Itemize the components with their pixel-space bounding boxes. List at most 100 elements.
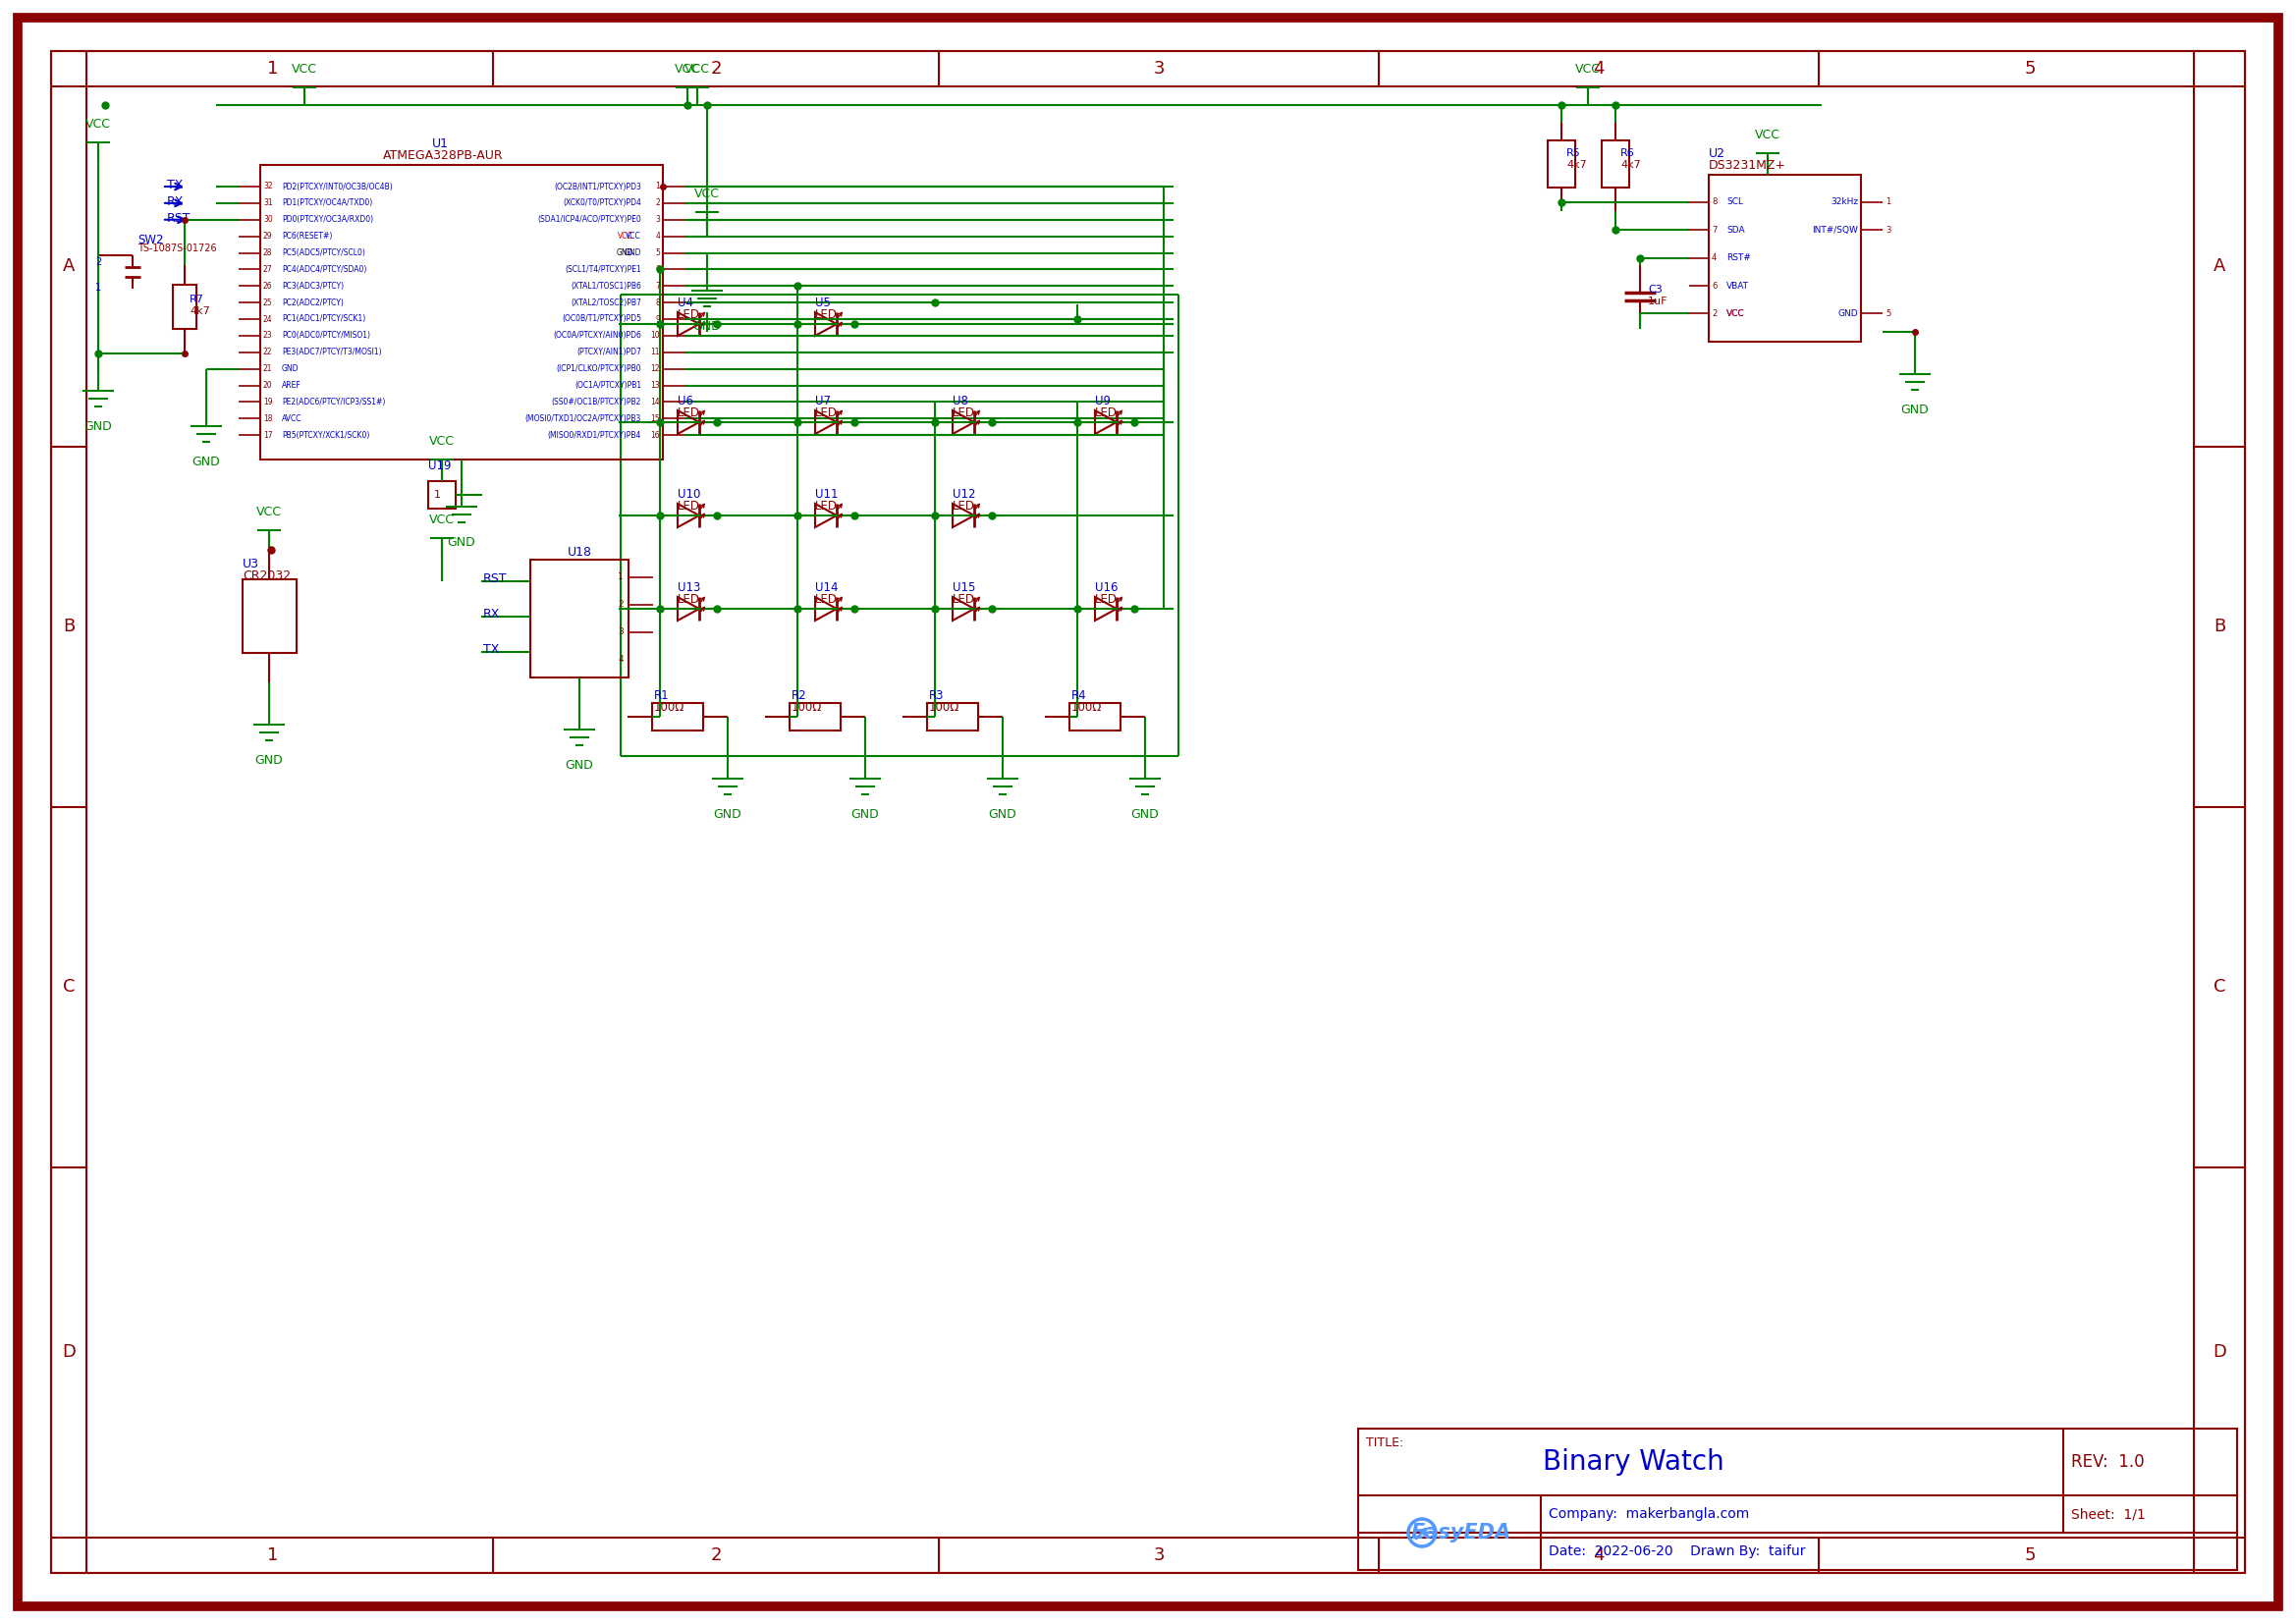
- Text: 4: 4: [1713, 253, 1717, 263]
- Text: 2: 2: [709, 60, 721, 78]
- Bar: [530, 560, 629, 677]
- Text: GND: GND: [1132, 809, 1159, 820]
- Text: 28: 28: [264, 248, 273, 257]
- Text: PE2(ADC6/PTCY/ICP3/SS1#): PE2(ADC6/PTCY/ICP3/SS1#): [282, 398, 386, 406]
- Text: 2: 2: [1713, 309, 1717, 318]
- Text: U2: U2: [1708, 148, 1724, 161]
- Text: TS-1087S-01726: TS-1087S-01726: [138, 244, 216, 253]
- Bar: [1359, 1429, 2236, 1570]
- Text: VCC: VCC: [618, 232, 634, 240]
- Text: 100Ω: 100Ω: [654, 702, 684, 715]
- Text: (XTAL2/TOSC2)PB7: (XTAL2/TOSC2)PB7: [572, 299, 641, 307]
- Text: GND: GND: [282, 364, 298, 374]
- Text: 20: 20: [264, 382, 273, 390]
- Text: 29: 29: [264, 232, 273, 240]
- Text: R4: R4: [1072, 689, 1086, 702]
- Text: GND: GND: [1901, 403, 1929, 416]
- Text: 100Ω: 100Ω: [792, 702, 822, 715]
- Text: (MOSI0/TXD1/OC2A/PTCXY)PB3: (MOSI0/TXD1/OC2A/PTCXY)PB3: [526, 414, 641, 422]
- Text: R6: R6: [1621, 148, 1635, 158]
- Text: GND: GND: [85, 421, 113, 434]
- Text: VCC: VCC: [1727, 309, 1745, 318]
- Text: PC2(ADC2/PTCY): PC2(ADC2/PTCY): [282, 299, 344, 307]
- Text: 3: 3: [654, 216, 659, 224]
- Text: (OC1A/PTCXY)PB1: (OC1A/PTCXY)PB1: [574, 382, 641, 390]
- Text: TX: TX: [168, 179, 184, 192]
- Text: C: C: [2213, 978, 2225, 996]
- Text: 4: 4: [1593, 1546, 1605, 1564]
- Bar: [652, 703, 703, 731]
- Text: PC4(ADC4/PTCY/SDA0): PC4(ADC4/PTCY/SDA0): [282, 265, 367, 274]
- Text: 15: 15: [650, 414, 659, 422]
- Text: R7: R7: [191, 294, 204, 304]
- Text: 1uF: 1uF: [1649, 297, 1667, 307]
- Text: VCC: VCC: [85, 119, 110, 130]
- Text: (SS0#/OC1B/PTCXY)PB2: (SS0#/OC1B/PTCXY)PB2: [551, 398, 641, 406]
- Text: VCC: VCC: [1575, 63, 1600, 76]
- Text: 1: 1: [434, 490, 441, 500]
- Bar: [1548, 140, 1575, 187]
- Text: 8: 8: [1713, 198, 1717, 206]
- Text: LED: LED: [815, 309, 838, 322]
- Text: PD0(PTCXY/OC3A/RXD0): PD0(PTCXY/OC3A/RXD0): [282, 216, 374, 224]
- Text: VCC: VCC: [1727, 309, 1745, 318]
- Text: R3: R3: [930, 689, 944, 702]
- Text: LED: LED: [953, 593, 976, 606]
- Text: GND: GND: [565, 758, 595, 771]
- Text: GND: GND: [1837, 309, 1857, 318]
- Text: A: A: [62, 257, 76, 274]
- Text: B: B: [62, 617, 76, 635]
- Text: AVCC: AVCC: [282, 414, 303, 422]
- Text: GND: GND: [714, 809, 742, 820]
- Text: 4: 4: [618, 656, 625, 664]
- Text: GND: GND: [693, 320, 721, 333]
- Text: PD2(PTCXY/INT0/OC3B/OC4B): PD2(PTCXY/INT0/OC3B/OC4B): [282, 182, 393, 192]
- Text: RST: RST: [482, 572, 507, 585]
- Text: 25: 25: [264, 299, 273, 307]
- Text: (OC0B/T1/PTCXY)PD5: (OC0B/T1/PTCXY)PD5: [563, 315, 641, 323]
- Text: 5: 5: [1885, 309, 1890, 318]
- Text: 17: 17: [264, 430, 273, 440]
- Text: (SDA1/ICP4/ACO/PTCXY)PE0: (SDA1/ICP4/ACO/PTCXY)PE0: [537, 216, 641, 224]
- Bar: [172, 284, 197, 330]
- Bar: [928, 703, 978, 731]
- Text: 1: 1: [266, 1546, 278, 1564]
- Text: INT#/SQW: INT#/SQW: [1812, 226, 1857, 234]
- Text: U19: U19: [427, 460, 452, 473]
- Text: SW2: SW2: [138, 234, 163, 247]
- Text: GND: GND: [448, 536, 475, 549]
- Bar: [259, 166, 664, 460]
- Text: (PTCXY/AIN1)PD7: (PTCXY/AIN1)PD7: [576, 348, 641, 357]
- Text: (OC2B/INT1/PTCXY)PD3: (OC2B/INT1/PTCXY)PD3: [553, 182, 641, 192]
- Text: 7: 7: [654, 281, 659, 291]
- Text: U18: U18: [567, 546, 592, 559]
- Text: GND: GND: [852, 809, 879, 820]
- Text: 13: 13: [650, 382, 659, 390]
- Text: PC1(ADC1/PTCY/SCK1): PC1(ADC1/PTCY/SCK1): [282, 315, 365, 323]
- Text: (OC0A/PTCXY/AIN0)PD6: (OC0A/PTCXY/AIN0)PD6: [553, 331, 641, 339]
- Text: LED: LED: [815, 406, 838, 419]
- Text: Date:  2022-06-20    Drawn By:  taifur: Date: 2022-06-20 Drawn By: taifur: [1550, 1544, 1805, 1557]
- Text: LED: LED: [815, 500, 838, 513]
- Text: PC6(RESET#): PC6(RESET#): [282, 232, 333, 240]
- Text: 2: 2: [94, 257, 101, 266]
- Text: 1: 1: [618, 573, 625, 581]
- Text: SDA: SDA: [1727, 226, 1745, 234]
- Text: 26: 26: [264, 281, 273, 291]
- Text: 14: 14: [650, 398, 659, 406]
- Text: VCC: VCC: [627, 232, 641, 240]
- Text: U13: U13: [677, 581, 700, 594]
- Text: 3: 3: [1153, 1546, 1164, 1564]
- Text: 3: 3: [1885, 226, 1892, 234]
- Text: 30: 30: [264, 216, 273, 224]
- Bar: [243, 580, 296, 653]
- Text: U7: U7: [815, 395, 831, 408]
- Text: 18: 18: [264, 414, 273, 422]
- Text: 6: 6: [654, 265, 659, 274]
- Text: GND: GND: [193, 455, 220, 468]
- Text: VCC: VCC: [684, 63, 709, 76]
- Text: 8: 8: [654, 299, 659, 307]
- Text: VCC: VCC: [693, 187, 721, 200]
- Text: 3: 3: [618, 628, 625, 637]
- Text: GND: GND: [990, 809, 1017, 820]
